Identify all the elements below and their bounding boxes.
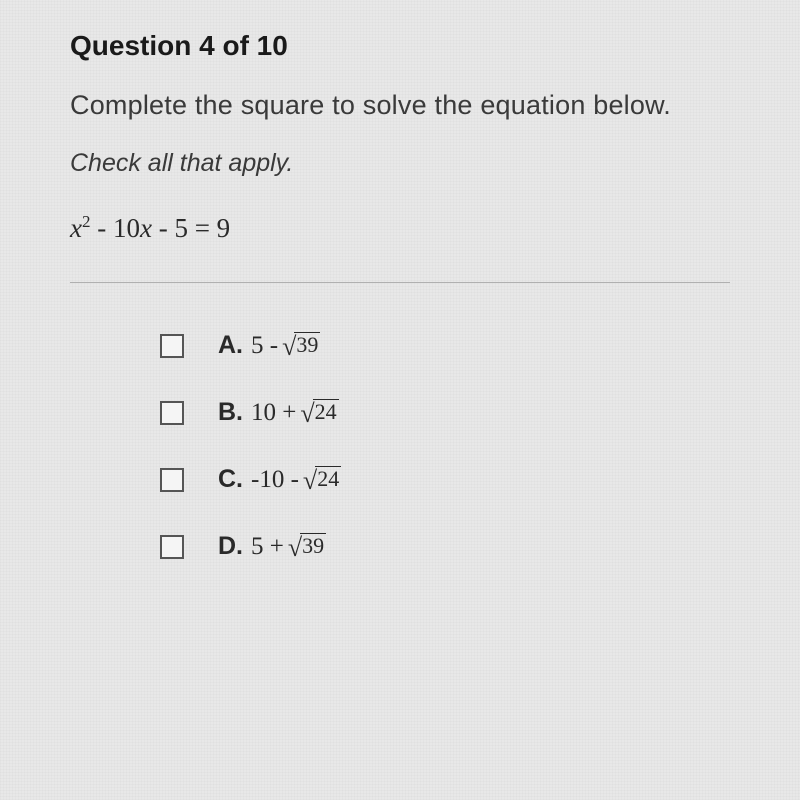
options-list: A. 5 - √ 39 B. 10 + √ 24 C (70, 331, 730, 561)
instruction-text: Complete the square to solve the equatio… (70, 90, 730, 121)
equation-var2: x (140, 213, 152, 243)
divider (70, 282, 730, 283)
option-prefix-c: -10 - (251, 466, 299, 494)
option-prefix-a: 5 - (251, 332, 278, 360)
sub-instruction-text: Check all that apply. (70, 149, 730, 178)
radicand-b: 24 (313, 399, 339, 424)
option-letter-d: D. (218, 532, 243, 561)
radical-icon: √ (288, 535, 302, 561)
checkbox-b[interactable] (160, 401, 184, 425)
option-letter-a: A. (218, 331, 243, 360)
equation-part2: - 5 = 9 (152, 213, 230, 243)
radicand-c: 24 (315, 466, 341, 491)
option-row-c[interactable]: C. -10 - √ 24 (160, 465, 730, 494)
option-letter-c: C. (218, 465, 243, 494)
equation-part1: - 10 (90, 213, 140, 243)
radicand-a: 39 (294, 332, 320, 357)
question-page: Question 4 of 10 Complete the square to … (0, 0, 800, 800)
radical-icon: √ (282, 334, 296, 360)
equation: x2 - 10x - 5 = 9 (70, 212, 730, 244)
option-row-b[interactable]: B. 10 + √ 24 (160, 398, 730, 427)
option-letter-b: B. (218, 398, 243, 427)
radicand-d: 39 (300, 533, 326, 558)
sqrt-d: √ 39 (288, 533, 326, 559)
option-label-c: C. -10 - √ 24 (218, 465, 341, 494)
sqrt-c: √ 24 (303, 466, 341, 492)
checkbox-a[interactable] (160, 334, 184, 358)
option-row-a[interactable]: A. 5 - √ 39 (160, 331, 730, 360)
option-prefix-b: 10 + (251, 399, 296, 427)
checkbox-c[interactable] (160, 468, 184, 492)
radical-icon: √ (300, 401, 314, 427)
option-row-d[interactable]: D. 5 + √ 39 (160, 532, 730, 561)
option-label-d: D. 5 + √ 39 (218, 532, 326, 561)
sqrt-a: √ 39 (282, 332, 320, 358)
question-number: Question 4 of 10 (70, 30, 730, 62)
option-label-b: B. 10 + √ 24 (218, 398, 339, 427)
radical-icon: √ (303, 468, 317, 494)
equation-var1: x (70, 213, 82, 243)
option-prefix-d: 5 + (251, 533, 284, 561)
checkbox-d[interactable] (160, 535, 184, 559)
sqrt-b: √ 24 (300, 399, 338, 425)
option-label-a: A. 5 - √ 39 (218, 331, 320, 360)
